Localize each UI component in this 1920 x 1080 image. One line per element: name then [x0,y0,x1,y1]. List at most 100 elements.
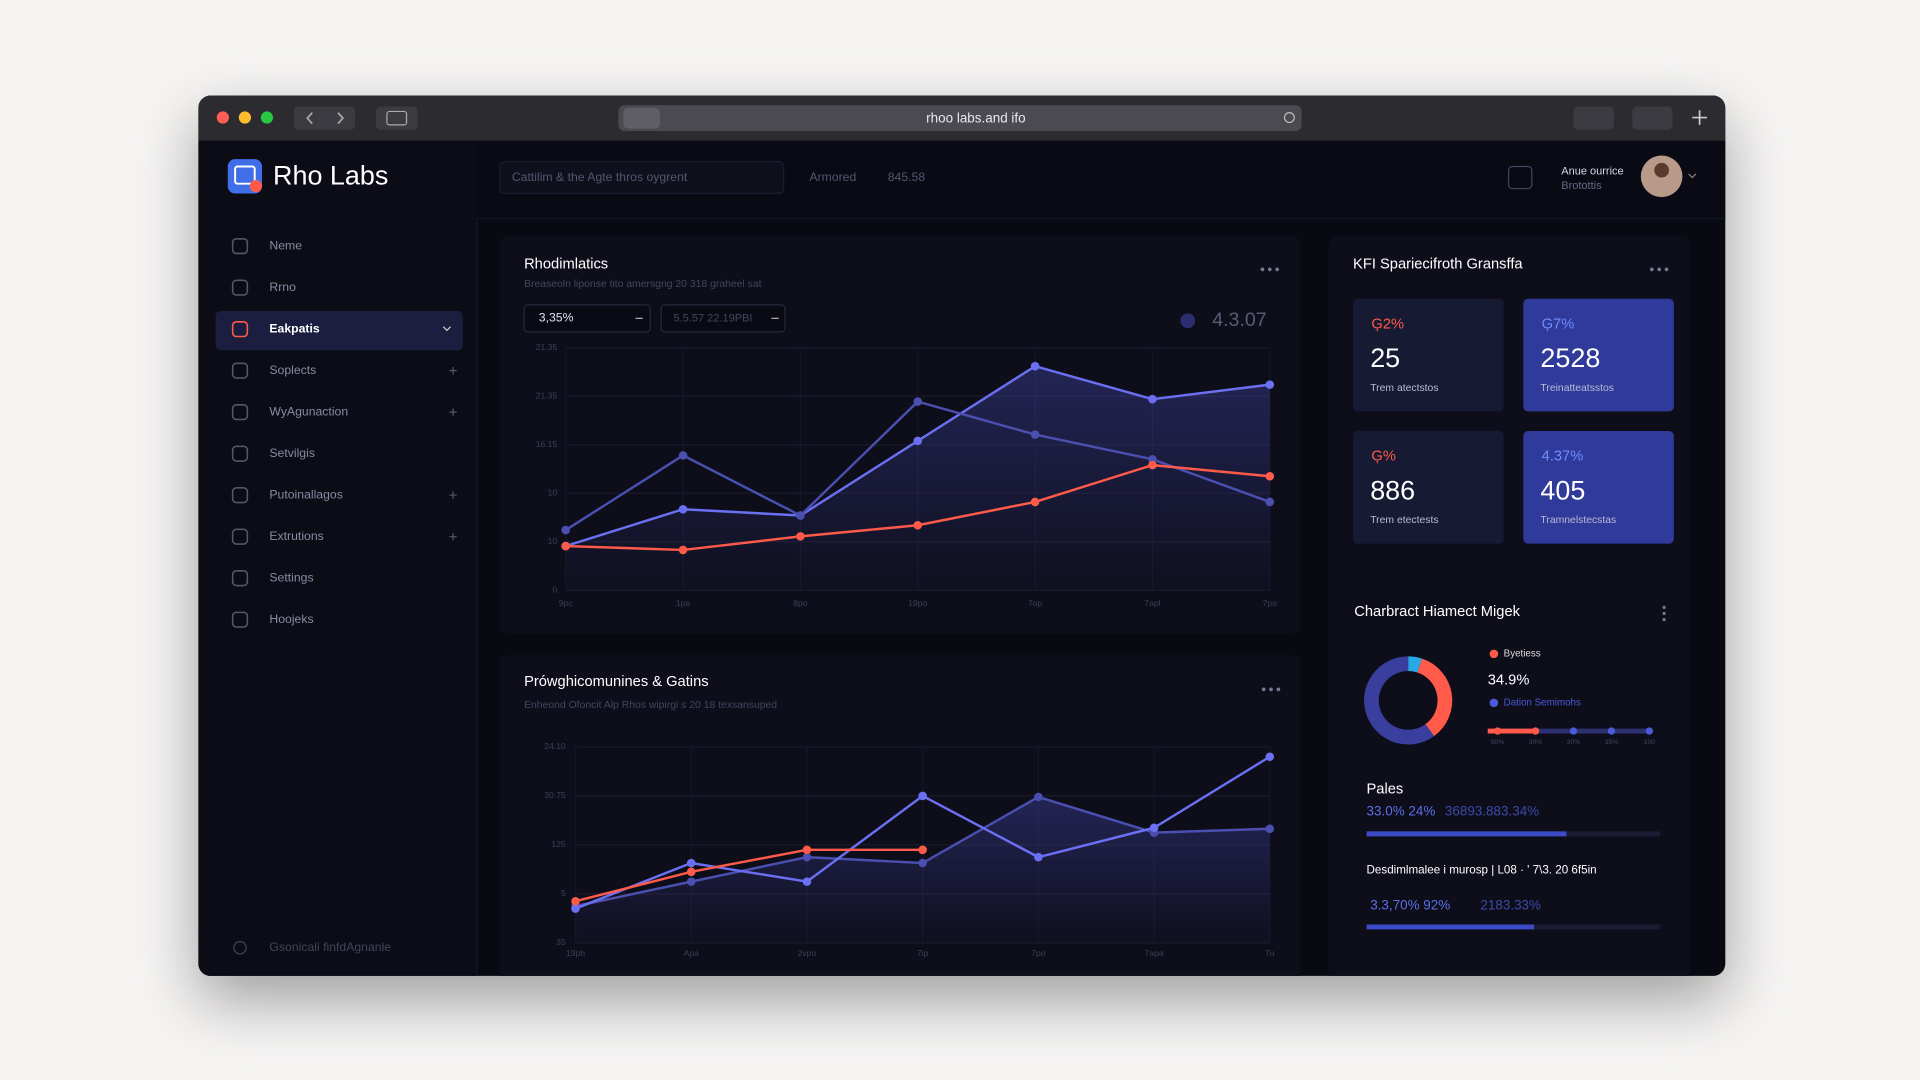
y-tick-label: 5 [561,888,566,898]
y-tick-label: 125 [551,839,566,849]
filter-text: 3,35% [539,311,574,325]
point [1148,460,1157,470]
y-tick-label: 24.10 [544,741,566,751]
more-menu[interactable] [1261,687,1281,692]
point [918,845,927,855]
point [571,896,580,906]
metric-secondary: 2183.33% [1480,898,1541,913]
point [1265,471,1275,481]
x-tick-label: Apa [684,948,699,958]
line [575,848,923,903]
zoom-button[interactable] [260,111,274,124]
point [802,877,812,886]
expand-icon [449,491,457,499]
point [678,451,688,460]
nav-item: Putoinallagos [269,487,342,501]
notification[interactable] [1507,165,1533,190]
legend-label: Dation Semimohs [1504,697,1581,708]
user-name: Anue ourrice [1561,165,1623,177]
filter[interactable] [523,304,651,333]
x-tick-label: 19po [908,598,927,608]
slider-dot [1531,727,1540,735]
y-tick-label: 0 [552,584,557,594]
nav-icon [231,237,249,255]
point [561,541,571,551]
icon [233,941,247,955]
nav-item: Settings [269,570,313,584]
filter-text: 5.5.57 22.19PBI [673,312,752,324]
icon [386,110,408,126]
y-tick-label: 10 [548,487,558,497]
new-tab[interactable] [1692,110,1707,125]
x-tick-label: 7apl [1144,598,1160,608]
more-menu[interactable] [1650,267,1669,272]
slider-label: 50% [1491,739,1504,746]
metric-primary: 33.0% 24% [1367,803,1436,818]
status: Armored [809,170,856,184]
nav-item: Setvilgis [269,446,315,460]
point [1030,361,1040,371]
reload[interactable] [1283,112,1295,124]
point [913,520,923,530]
logo-mark [234,165,256,185]
x-tick-label: 7po [1263,598,1278,608]
nav-item: Neme [269,238,302,252]
point [1265,824,1275,834]
sidebar-toggle[interactable] [375,106,418,130]
minimize-button[interactable] [238,111,252,124]
point [678,504,688,514]
expand-icon [449,366,457,375]
url-bar[interactable] [618,105,1302,132]
active-nav [215,311,463,351]
area [575,796,1270,943]
point [686,867,696,877]
y-tick-label: 30.75 [544,790,566,800]
x-tick-label: 7ip [917,948,929,958]
x-tick-label: 7op [1028,598,1043,608]
slider-dot [1645,727,1654,735]
area [565,366,1270,591]
chart-title: Prówghicomunines & Gatins [524,674,708,690]
x-tick-label: 19ph [566,948,585,958]
tabs-button[interactable] [1632,106,1673,130]
close-button[interactable] [216,111,229,124]
nav-buttons[interactable] [293,106,356,130]
slider-dot [1493,727,1502,735]
share-button[interactable] [1573,106,1614,130]
metric-secondary: 36893.883.34% [1445,803,1539,818]
more-menu[interactable] [1662,605,1666,622]
slider-label: 30% [1567,739,1580,746]
kpi-label: Trem etectests [1370,515,1438,526]
headline-dot [1180,313,1196,329]
point [678,545,688,555]
more-menu[interactable] [1260,267,1279,272]
arrows [306,112,345,125]
brand: Rho Labs [273,161,388,191]
search-text: Cattilim & the Agte thros oygrent [512,170,688,184]
nav-icon [231,362,249,379]
x-tick-label: 8po [793,598,808,608]
kpi-change: 4.37% [1542,449,1584,465]
legend-dot [1489,649,1499,659]
legend-dot [1489,698,1499,708]
nav-item: Rrno [269,280,296,294]
kpi-label: Treinatteatsstos [1540,383,1614,394]
point [1265,497,1275,507]
point [1265,380,1275,389]
filter[interactable] [660,304,786,333]
point [913,397,923,406]
chart-title: Rhodimlatics [524,256,608,272]
x-tick-label: 7o [1265,948,1275,958]
kpi-change: Ģ7% [1542,316,1575,332]
search-box[interactable] [498,161,785,195]
point [796,511,805,520]
point [1030,497,1040,507]
nav-icon [231,611,249,628]
donut-value: 34.9% [1488,673,1530,689]
point [802,852,812,862]
metric-title: Pales [1367,782,1404,798]
donut-segment [1364,656,1435,745]
avatar-face [1654,162,1669,178]
y-tick-label: 10 [548,536,558,546]
